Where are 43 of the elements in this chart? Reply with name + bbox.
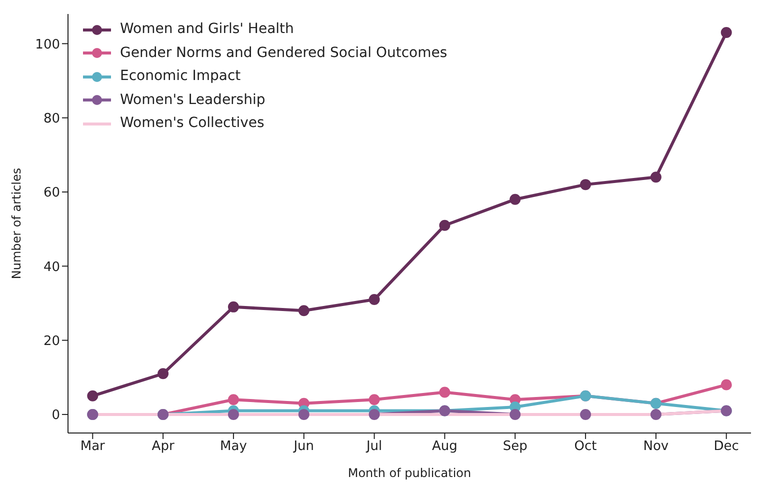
point [439,386,450,398]
point [510,194,521,205]
point [510,408,521,420]
y-tick-label: 80 [43,111,60,126]
point [158,368,169,380]
legend-label: Women's Collectives [120,114,264,133]
x-tick-label: Sep [502,439,528,454]
x-axis-title: Month of publication [348,466,472,480]
point [228,408,239,420]
legend-label: Economic Impact [120,67,241,86]
x-tick-label: Jul [365,439,382,454]
point [368,294,380,306]
point [87,390,98,402]
x-tick-label: Jun [292,439,314,454]
y-tick-label: 20 [43,334,60,349]
point [720,27,732,38]
point [650,408,662,420]
point [580,179,592,190]
point [228,301,239,312]
y-tick-label: 40 [43,260,60,275]
point [368,408,380,420]
x-tick-label: Mar [80,439,106,454]
point [228,394,239,406]
legend-label: Women's Leadership [120,90,266,110]
x-tick-label: Oct [574,439,597,454]
point [580,408,592,420]
point [720,379,732,390]
x-tick-label: Nov [643,439,669,454]
x-tick-label: Apr [152,439,175,454]
y-tick-label: 0 [52,408,60,424]
x-tick-label: Dec [714,439,739,454]
y-axis-title: Number of articles [9,168,24,280]
point [298,305,310,316]
y-tick-label: 100 [35,37,60,52]
point [298,408,310,420]
x-tick-label: May [220,439,248,454]
y-tick-label: 60 [43,186,60,201]
point [368,394,380,406]
legend-label: Gender Norms and Gendered Social Outcomes [120,44,448,62]
legend-label: Women and Girls' Health [120,20,294,39]
x-tick-label: Aug [432,439,458,454]
point [650,172,662,183]
point [439,220,450,231]
